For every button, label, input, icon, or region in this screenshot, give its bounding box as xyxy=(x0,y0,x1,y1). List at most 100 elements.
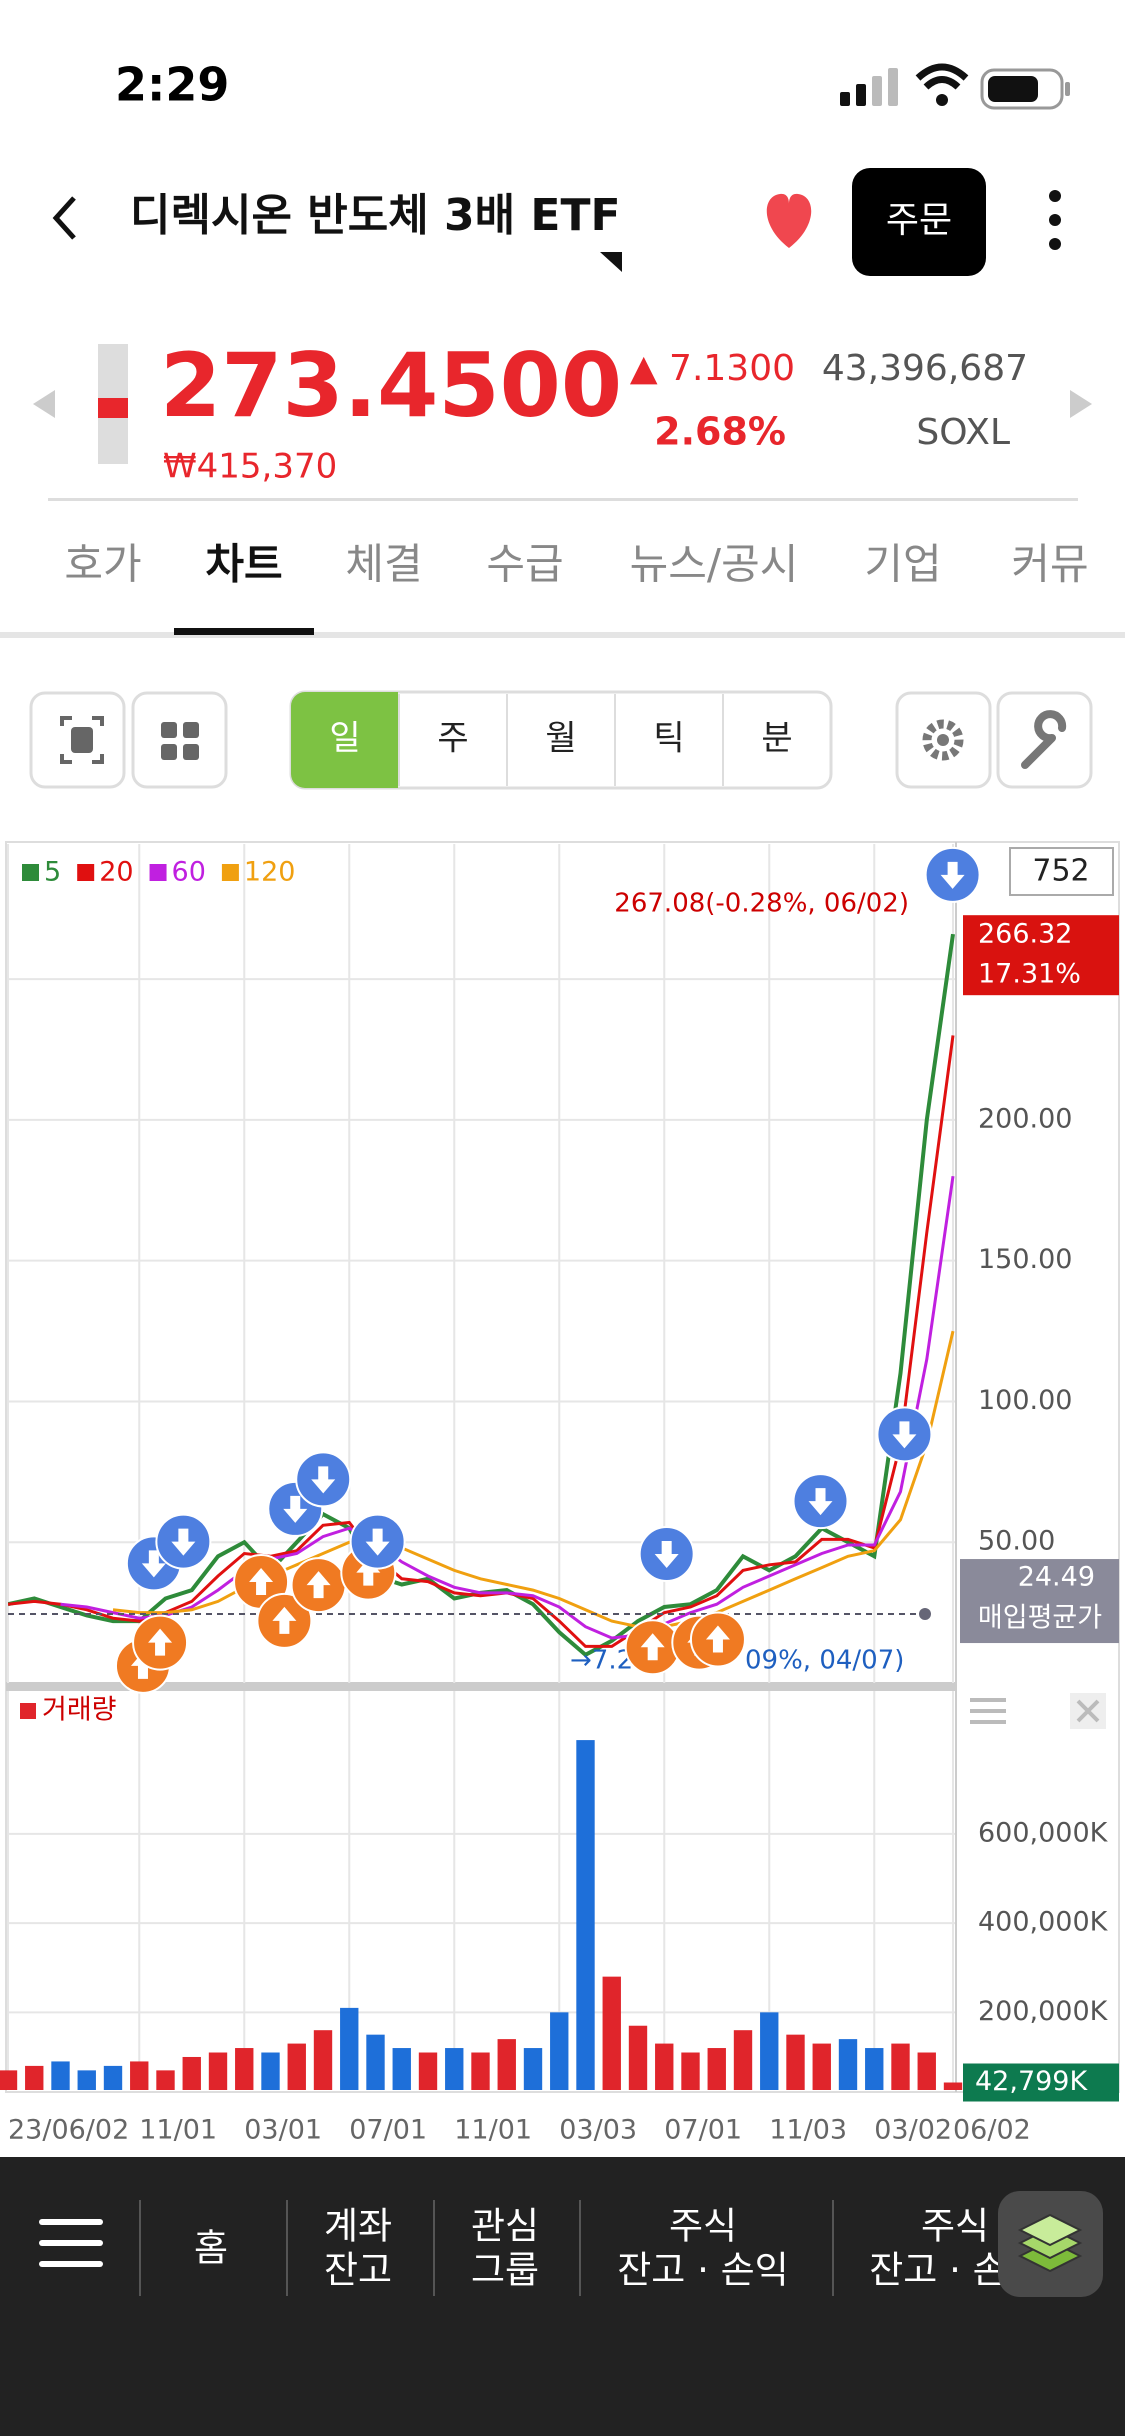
nav-item[interactable]: 주식 xyxy=(921,2205,989,2248)
tab[interactable]: 뉴스/공시 xyxy=(630,540,799,589)
menu-button[interactable] xyxy=(39,2219,103,2267)
next-stock[interactable] xyxy=(1070,390,1092,418)
nav-item[interactable]: 잔고 · 손익 xyxy=(617,2249,788,2292)
current-volume-label: 42,799K xyxy=(975,2066,1088,2097)
x-tick-label: 03/02 xyxy=(874,2115,952,2146)
current-volume-box xyxy=(963,2063,1119,2102)
krw-price: ₩415,370 xyxy=(163,447,337,487)
volume-bar xyxy=(287,2043,306,2090)
volume-bar xyxy=(786,2034,805,2090)
volume-bar xyxy=(182,2056,201,2090)
volume-bar xyxy=(445,2048,464,2090)
volume-bar xyxy=(418,2052,438,2090)
avg-price-dot xyxy=(919,1608,931,1621)
price-change: ▲ 7.1300 xyxy=(630,348,795,389)
stock-title[interactable]: 디렉시온 반도체 3배 ETF xyxy=(130,190,621,241)
sell-marker xyxy=(638,1526,695,1582)
layout-button[interactable] xyxy=(131,691,228,789)
sell-marker xyxy=(876,1406,933,1463)
nav-item[interactable]: 주식 xyxy=(669,2205,737,2248)
volume-bar xyxy=(156,2070,175,2090)
nav-item[interactable]: 잔고 xyxy=(324,2249,392,2292)
volume-bar xyxy=(865,2048,884,2090)
avg-price-value: 24.49 xyxy=(1018,1562,1095,1593)
nav-item[interactable]: 그룹 xyxy=(471,2249,539,2292)
volume-bar xyxy=(917,2052,936,2090)
avg-price-box xyxy=(960,1559,1119,1644)
volume-bar xyxy=(943,2082,963,2090)
nav-item[interactable]: 계좌 xyxy=(324,2205,392,2248)
volume-bar xyxy=(313,2030,333,2090)
y-tick-label: 100.00 xyxy=(978,1385,1072,1416)
volume-bar xyxy=(707,2048,726,2090)
volume-bar xyxy=(392,2048,411,2090)
back-button[interactable] xyxy=(52,196,76,240)
tab[interactable]: 호가 xyxy=(64,540,141,589)
volume-bar xyxy=(576,1740,595,2090)
x-tick-label: 07/01 xyxy=(349,2115,427,2146)
volume-bar xyxy=(0,2070,18,2090)
tab[interactable]: 차트 xyxy=(205,540,282,589)
volume-bar xyxy=(812,2043,831,2090)
x-tick-label: 07/01 xyxy=(664,2115,742,2146)
tab-divider xyxy=(0,632,1125,638)
more-button[interactable] xyxy=(1049,190,1061,250)
period-option[interactable]: 월 xyxy=(545,719,576,759)
countdown: 752 xyxy=(1032,854,1089,889)
low-annotation: 09%, 04/07) xyxy=(745,1646,904,1676)
legend-swatch xyxy=(77,864,95,881)
avg-price-label: 매입평균가 xyxy=(978,1603,1102,1634)
tab[interactable]: 기업 xyxy=(864,540,941,589)
tab-bar: 호가 차트 체결 수급 뉴스/공시 기업 커뮤 xyxy=(64,540,1088,589)
volume-bar xyxy=(760,2012,779,2090)
favorite-button[interactable] xyxy=(766,193,812,248)
volume-bar xyxy=(655,2043,674,2090)
volume-bar xyxy=(130,2061,149,2090)
volume-bar xyxy=(366,2034,385,2090)
ticker: SOXL xyxy=(916,412,1010,453)
period-option[interactable]: 분 xyxy=(761,719,792,759)
volume-bar xyxy=(235,2048,254,2090)
order-button-label[interactable]: 주문 xyxy=(886,200,952,241)
buy-marker xyxy=(256,1592,313,1649)
volume-bar xyxy=(733,2030,753,2090)
current-price-change: 17.31% xyxy=(978,959,1081,990)
buy-marker xyxy=(290,1557,347,1614)
volume-bar xyxy=(103,2065,123,2090)
volume-bar xyxy=(550,2012,569,2090)
period-option[interactable]: 일 xyxy=(329,719,360,759)
dropdown-indicator xyxy=(600,252,622,272)
sell-marker xyxy=(792,1473,849,1530)
sell-marker xyxy=(924,846,981,903)
y-tick-label: 150.00 xyxy=(978,1244,1072,1275)
nav-item[interactable]: 홈 xyxy=(194,2227,228,2270)
layer-icon xyxy=(1017,2213,1083,2273)
legend-label: 120 xyxy=(244,857,296,888)
ma-line xyxy=(60,1175,955,1640)
active-tab-underline xyxy=(174,628,314,635)
period-option[interactable]: 주 xyxy=(437,719,468,759)
y-tick-label: 50.00 xyxy=(978,1526,1055,1557)
sell-marker xyxy=(295,1451,352,1508)
x-tick-label: 11/01 xyxy=(139,2115,217,2146)
period-option[interactable]: 틱 xyxy=(653,719,684,759)
pane-close[interactable] xyxy=(1070,1693,1106,1729)
volume-bar xyxy=(261,2052,280,2090)
volume-bar xyxy=(681,2052,700,2090)
volume-bar xyxy=(340,2007,359,2090)
y-tick-label: 600,000K xyxy=(978,1817,1109,1848)
sell-marker xyxy=(349,1513,406,1570)
pane-menu[interactable] xyxy=(970,1698,1006,1724)
prev-stock[interactable] xyxy=(33,390,55,418)
tab[interactable]: 커뮤 xyxy=(1011,540,1088,589)
volume-bar xyxy=(77,2070,96,2090)
price-range-marker xyxy=(98,398,128,418)
tab[interactable]: 체결 xyxy=(345,540,422,589)
nav-item[interactable]: 관심 xyxy=(471,2205,539,2248)
tab[interactable]: 수급 xyxy=(486,540,563,589)
pane-separator xyxy=(6,1682,956,1691)
buy-marker xyxy=(132,1614,189,1671)
order-button[interactable] xyxy=(852,168,986,276)
